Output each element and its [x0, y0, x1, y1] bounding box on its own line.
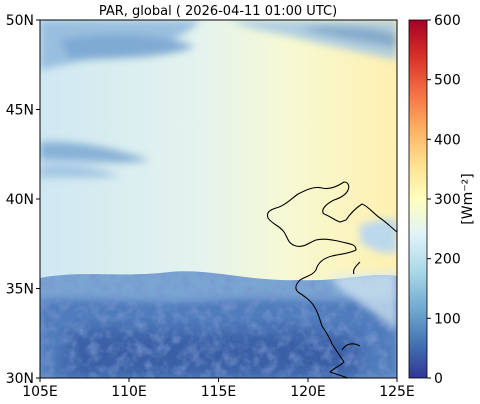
- x-tick-label: 105E: [22, 384, 58, 400]
- y-tick-label: 35N: [6, 282, 34, 298]
- colorbar-tick-label: 0: [434, 371, 443, 387]
- colorbar-tick-label: 100: [434, 311, 461, 327]
- coastline: [266, 181, 397, 378]
- cloud-field-south: [40, 270, 397, 378]
- y-tick-label: 40N: [6, 192, 34, 208]
- map-plot-area: [40, 20, 397, 378]
- colorbar-tick-label: 600: [434, 13, 461, 29]
- y-tick-label: 30N: [6, 371, 34, 387]
- x-tick-label: 115E: [201, 384, 237, 400]
- colorbar: 0 100 200 300 400 500 600 [Wm⁻²]: [408, 13, 476, 387]
- x-tick-label: 125E: [379, 384, 415, 400]
- colorbar-ticks: [427, 19, 431, 379]
- colorbar-tick-label: 200: [434, 252, 461, 268]
- colorbar-tick-label: 500: [434, 73, 461, 89]
- y-axis: 30N 35N 40N 45N 50N: [6, 13, 40, 387]
- colorbar-tick-label: 400: [434, 132, 461, 148]
- y-tick-label: 45N: [6, 103, 34, 119]
- y-tick-label: 50N: [6, 13, 34, 29]
- colorbar-label: [Wm⁻²]: [460, 173, 476, 224]
- colorbar-tick-label: 300: [434, 192, 461, 208]
- cloud-field-north: [40, 20, 397, 178]
- cloud-field-east: [360, 219, 397, 253]
- colorbar-gradient: [408, 19, 428, 379]
- coastline-islands: [341, 261, 361, 351]
- map-title: PAR, global ( 2026-04-11 01:00 UTC): [99, 4, 337, 19]
- x-tick-label: 120E: [290, 384, 326, 400]
- x-axis: 105E 110E 115E 120E 125E: [22, 378, 415, 400]
- x-tick-label: 110E: [111, 384, 147, 400]
